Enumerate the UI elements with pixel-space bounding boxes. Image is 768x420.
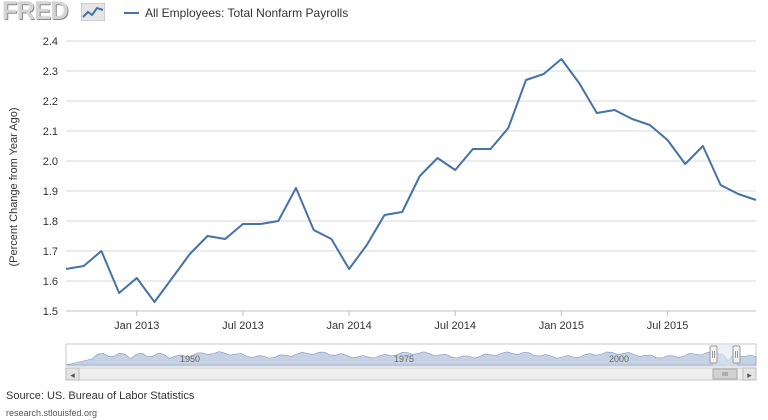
y-tick-label: 1.7 <box>43 246 58 258</box>
y-tick-label: 2.0 <box>43 156 58 168</box>
logo-graph-icon <box>81 3 105 21</box>
x-tick-label: Jul 2015 <box>647 320 689 332</box>
navigator-label: 2000 <box>609 354 629 364</box>
navigator-selection-mask <box>713 344 737 366</box>
navigator-label: 1975 <box>394 354 414 364</box>
scroll-right-button[interactable] <box>742 367 757 381</box>
navigator-scrollbar[interactable]: ◂ ▸ <box>65 367 757 381</box>
x-tick-label: Jul 2013 <box>222 320 264 332</box>
series-line <box>65 58 757 303</box>
navigator-series-area <box>65 351 757 366</box>
y-tick-label: 2.4 <box>43 36 58 48</box>
logo-text: FRED <box>2 0 69 25</box>
scrollbar-track <box>65 367 757 381</box>
source-url[interactable]: research.stlouisfed.org <box>6 408 98 418</box>
grid-lines <box>66 40 756 282</box>
scroll-left-arrow-icon: ◂ <box>70 370 75 380</box>
navigator-left-handle[interactable] <box>709 345 718 364</box>
navigator-right-handle[interactable] <box>732 345 741 364</box>
source-note: Source: US. Bureau of Labor Statistics <box>6 390 195 402</box>
y-axis-label: (Percent Change from Year Ago) <box>8 108 20 267</box>
x-tick-label: Jan 2015 <box>539 320 584 332</box>
y-tick-label: 1.8 <box>43 216 58 228</box>
scroll-right-arrow-icon: ▸ <box>747 370 752 380</box>
fred-logo[interactable]: FRED <box>2 0 112 26</box>
x-tick-label: Jul 2014 <box>434 320 476 332</box>
navigator[interactable]: 1950 1975 2000 <box>65 343 757 367</box>
y-tick-label: 2.2 <box>43 96 58 108</box>
navigator-label: 1950 <box>180 354 200 364</box>
y-tick-label: 1.9 <box>43 186 58 198</box>
x-tick-label: Jan 2014 <box>326 320 371 332</box>
chart-legend[interactable]: All Employees: Total Nonfarm Payrolls <box>124 4 348 22</box>
x-tick-label: Jan 2013 <box>114 320 159 332</box>
scroll-left-button[interactable] <box>65 367 80 381</box>
legend-swatch <box>124 12 139 14</box>
x-axis-ticks: Jan 2013 Jul 2013 Jan 2014 Jul 2014 Jan 2015… <box>114 311 688 332</box>
legend-label: All Employees: Total Nonfarm Payrolls <box>145 6 349 20</box>
y-tick-label: 1.5 <box>43 306 58 318</box>
y-tick-label: 2.1 <box>43 126 58 138</box>
line-chart: 1.5 1.6 1.7 1.8 1.9 2.0 2.1 2.2 2.3 2.4 (Percent … <box>8 36 757 381</box>
y-axis-tick-labels: 1.5 1.6 1.7 1.8 1.9 2.0 2.1 2.2 2.3 2.4 <box>43 36 58 318</box>
y-tick-label: 2.3 <box>43 66 58 78</box>
y-tick-label: 1.6 <box>43 276 58 288</box>
